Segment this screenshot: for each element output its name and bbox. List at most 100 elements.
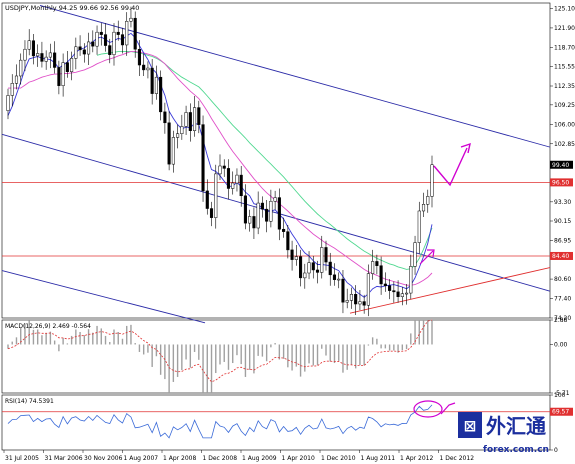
candle-body (120, 34, 125, 46)
candle-body (226, 168, 231, 189)
candle-body (142, 64, 146, 71)
candle-body (311, 262, 315, 271)
price-tick-label: 112.35 (554, 83, 575, 90)
candle-body (243, 195, 247, 224)
candle-body (154, 76, 158, 94)
candle-body (53, 52, 57, 68)
candle-body (400, 293, 404, 297)
time-tick-label: 1 Apr 2012 (400, 455, 433, 462)
price-tick-label: 74.20 (554, 315, 571, 322)
watermark-logo: ⊠ 外汇通 forex.com.cn (458, 412, 549, 455)
candle-body (277, 197, 281, 230)
candle-body (248, 216, 252, 224)
candle-body (57, 67, 61, 86)
macd-tick-label: -5.71 (554, 390, 570, 397)
candle-body (324, 247, 328, 263)
candle-body (345, 300, 349, 303)
candle-body (396, 291, 400, 297)
candle-body (265, 208, 269, 222)
candle-body (337, 278, 341, 281)
candle-body (10, 83, 14, 96)
price-tick-label: 80.60 (554, 276, 571, 283)
candle-body (286, 231, 290, 251)
candles (6, 6, 434, 317)
candle-body (383, 283, 387, 287)
candle-body (19, 59, 23, 77)
candle-body (409, 266, 413, 294)
candle-body (256, 202, 260, 229)
time-tick-label: 1 Aug 2009 (242, 455, 277, 462)
level-tag-label: 84.40 (552, 253, 569, 260)
candle-body (103, 34, 108, 46)
macd-indicator: 2.88 0.00 -5.71 (7, 317, 570, 397)
macd-tick-label: 2.88 (554, 317, 568, 324)
rsi-tick-label: 100 (554, 392, 566, 399)
ma-arrowhead (427, 249, 435, 258)
candle-body (366, 273, 370, 306)
candle-body (205, 190, 209, 209)
candle-body (14, 75, 19, 84)
candle-body (40, 53, 44, 62)
ma-mid-line (8, 51, 433, 286)
price-tick-label: 115.55 (554, 64, 575, 71)
candle-body (167, 122, 171, 165)
current-price-tag (550, 160, 573, 169)
candle-body (362, 301, 366, 306)
candle-body (426, 196, 430, 205)
forecast-arrowhead (460, 142, 471, 154)
candle-body (78, 46, 82, 51)
candle-body (379, 265, 383, 285)
rsi-label: RSI(14) 74.5391 (5, 398, 54, 405)
candle-body (87, 41, 91, 55)
candle-body (27, 40, 31, 50)
time-axis: 31 Jul 2005 31 Mar 2006 30 Nov 2006 1 Aug 2… (3, 450, 475, 462)
candle-body (260, 202, 264, 210)
candle-body (375, 261, 379, 266)
ma-slow-line (96, 51, 433, 270)
candle-body (188, 112, 192, 131)
candle-body (273, 197, 277, 202)
candle-body (303, 272, 307, 279)
candle-body (235, 174, 239, 184)
candle-body (74, 46, 78, 59)
level-lines[interactable]: 96.50 84.40 99.40 (2, 160, 573, 260)
forecast-arrows (419, 142, 471, 265)
candle-body (108, 45, 112, 55)
price-tick-label: 118.70 (554, 44, 575, 51)
candle-body (99, 31, 103, 35)
candle-body (95, 31, 99, 47)
candle-body (146, 67, 150, 71)
candle-body (176, 133, 180, 138)
macd-panel[interactable] (1, 319, 551, 394)
time-tick-label: 1 Dec 2010 (321, 455, 356, 462)
time-tick-label: 1 Dec 2012 (440, 455, 475, 462)
candle-body (150, 67, 154, 94)
rsi-level-tag (550, 407, 573, 416)
chart-header: USDJPY,Monthly 94.25 99.66 92.56 99.40 (5, 4, 139, 12)
candle-body (23, 48, 27, 61)
candle-body (82, 49, 86, 55)
time-tick-label: 1 Apr 2010 (282, 455, 315, 462)
middle-channel-line (1, 133, 551, 292)
forecast-arrow (433, 147, 468, 187)
channel-lines[interactable] (1, 4, 551, 324)
candle-body (405, 292, 409, 295)
macd-tick-label: 0.00 (554, 341, 568, 348)
candle-body (61, 62, 65, 86)
candle-body (184, 112, 188, 127)
time-tick-label: 31 Jul 2005 (5, 455, 39, 462)
candle-body (209, 208, 214, 218)
price-tick-label: 93.30 (554, 199, 571, 206)
candle-body (328, 261, 332, 276)
candle-body (180, 126, 184, 134)
candle-body (6, 95, 10, 111)
time-tick-label: 1 Aug 2007 (124, 455, 159, 462)
candle-body (282, 228, 286, 232)
candle-body (349, 294, 353, 301)
candle-body (129, 17, 133, 22)
time-tick-label: 1 Aug 2011 (361, 455, 396, 462)
candle-body (239, 174, 243, 197)
rsi-tick-label: 0 (554, 447, 558, 454)
candle-body (417, 210, 421, 243)
